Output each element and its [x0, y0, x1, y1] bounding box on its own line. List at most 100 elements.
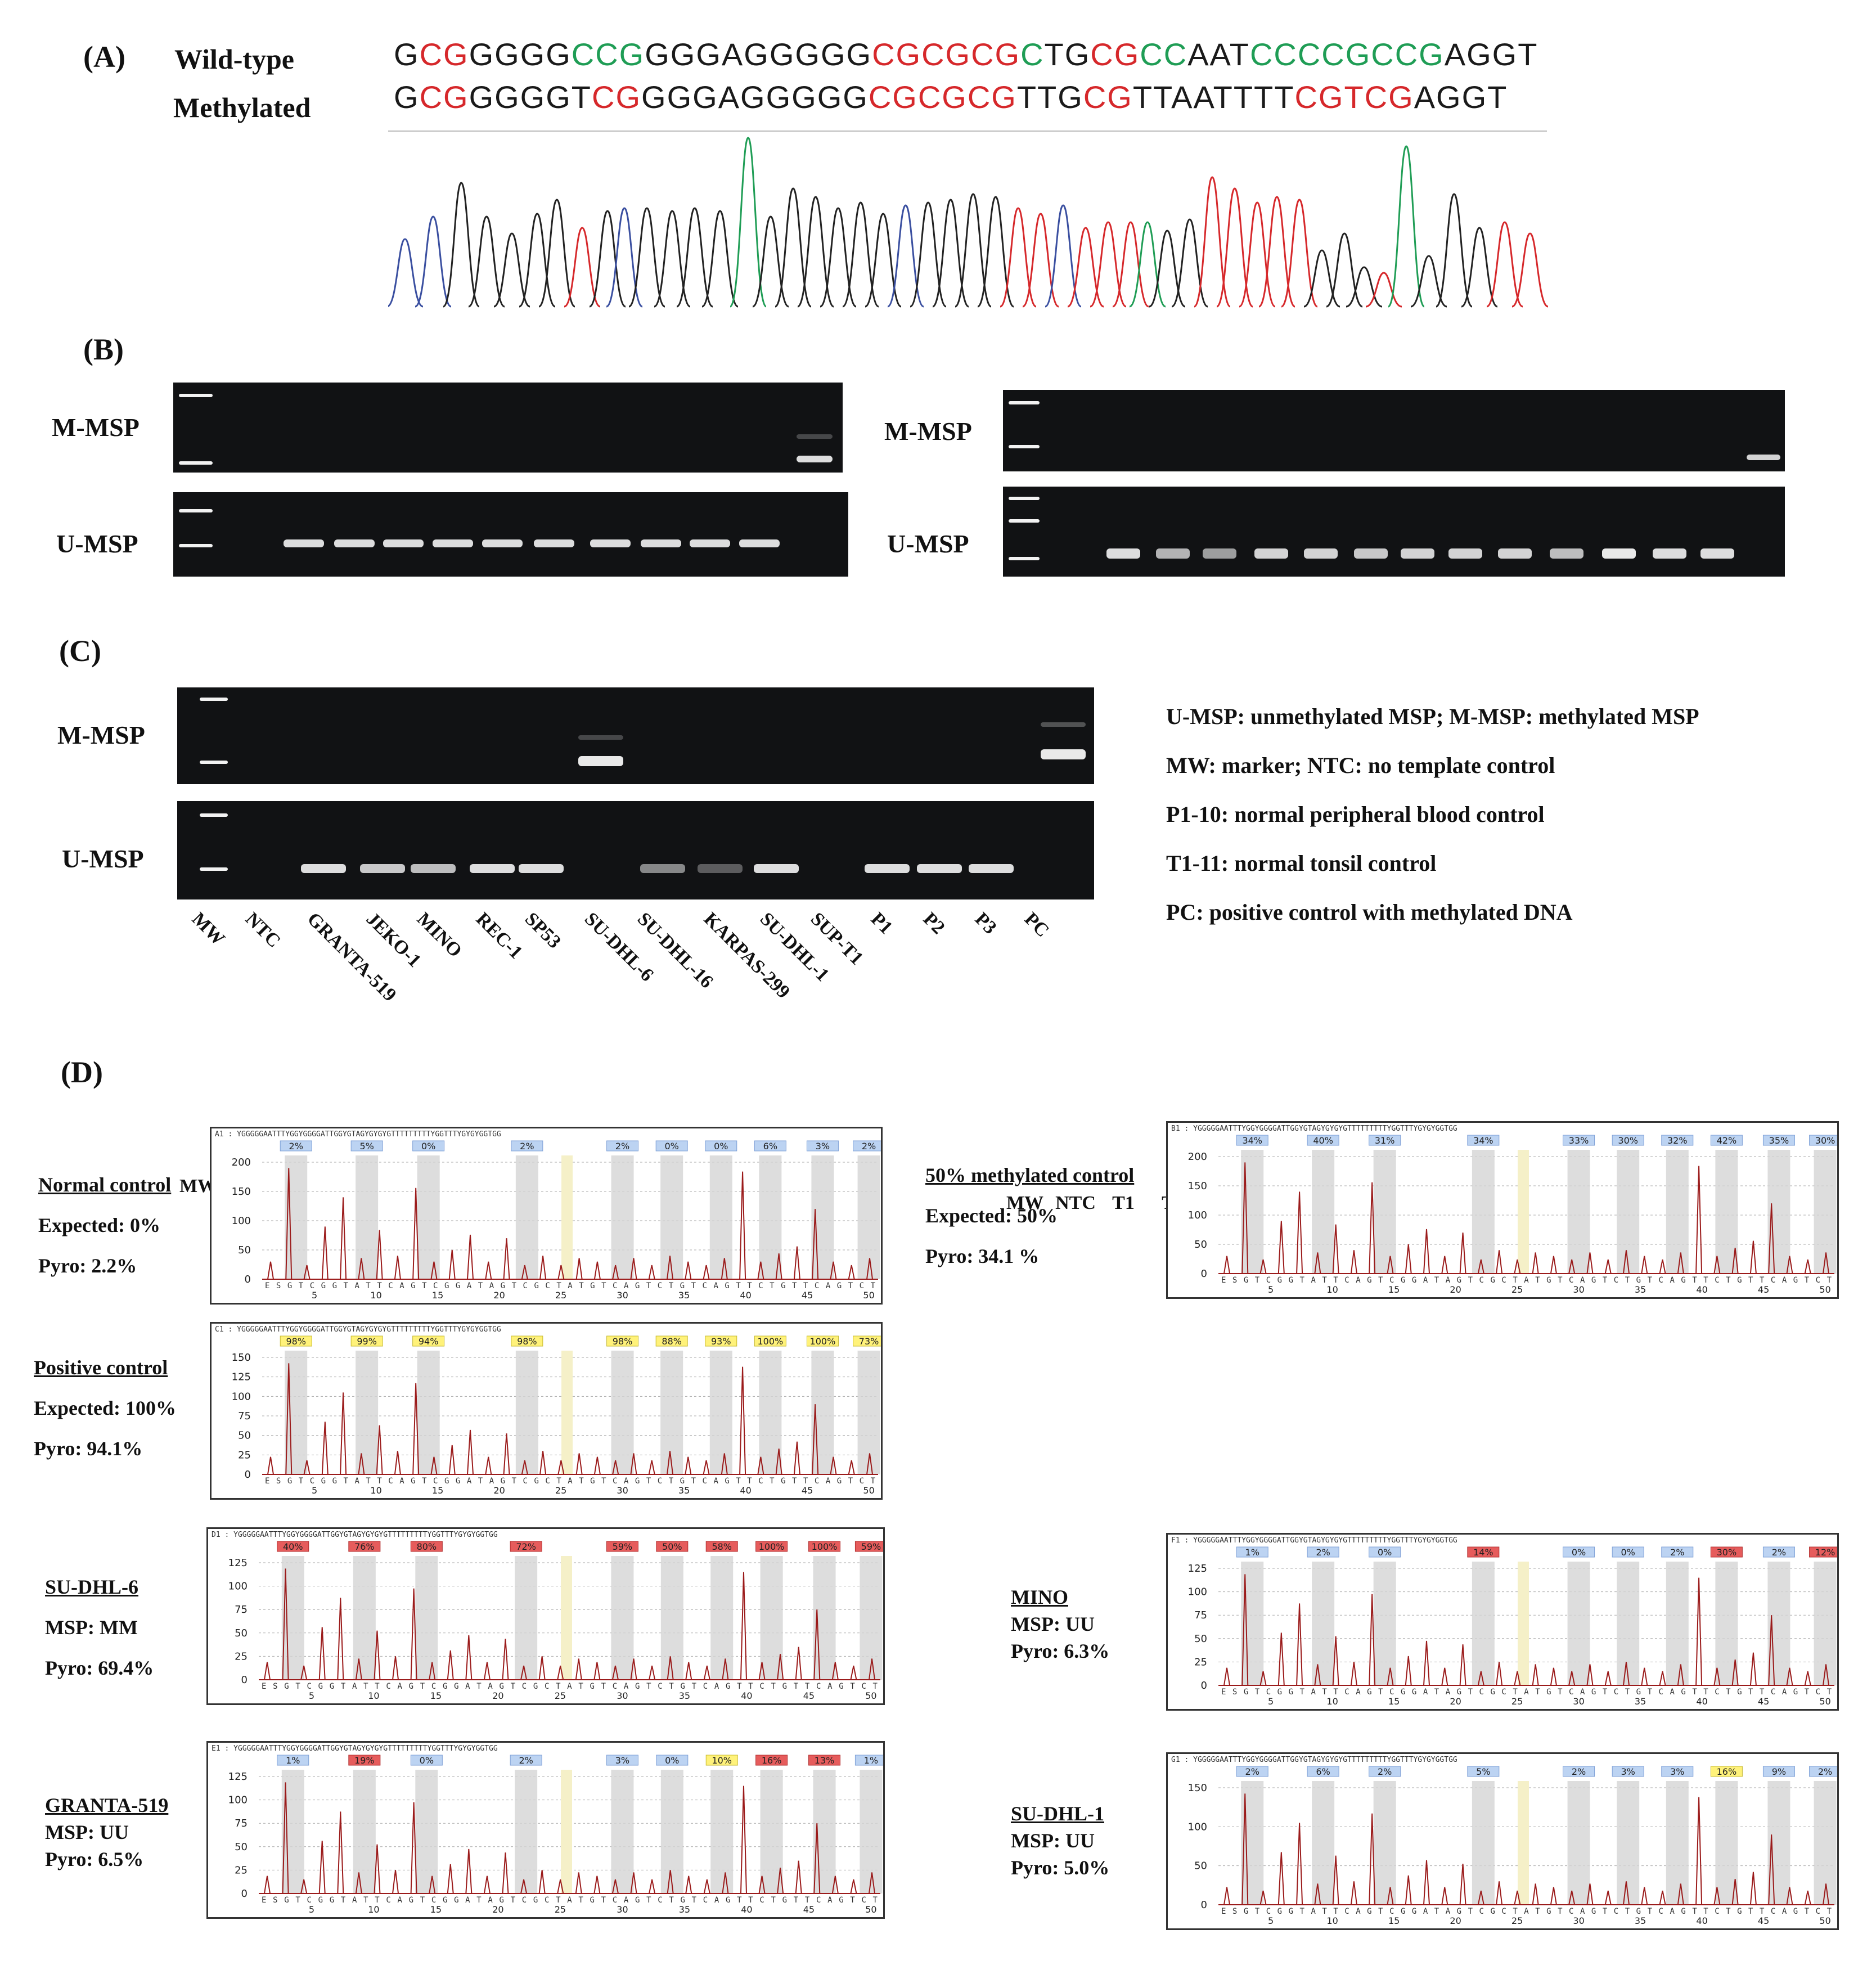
pct-label: 40%	[283, 1541, 303, 1552]
pyro-peak	[758, 1875, 766, 1894]
b-left-u-msp-label: U-MSP	[56, 529, 138, 558]
pyro-peak	[1296, 1191, 1303, 1274]
u-msp-band	[284, 539, 324, 547]
x-tick-label: 35	[1635, 1696, 1646, 1707]
pyro-peak	[1695, 1797, 1703, 1905]
pyro-peak	[1441, 1256, 1448, 1274]
pyro-peak	[1623, 1250, 1630, 1274]
pct-badge	[510, 1755, 542, 1766]
pct-label: 42%	[1717, 1135, 1737, 1146]
pyro-peak	[285, 1168, 293, 1280]
cpg-shade	[660, 1556, 683, 1680]
dispensation-order: ESGTCGGTATTCAGTCGGATAGTCGCTATGTCAGTCTGTC…	[1221, 1907, 1832, 1916]
pct-label: 94%	[419, 1336, 439, 1347]
pyro-peak	[1514, 1671, 1521, 1686]
pct-badge	[755, 1755, 788, 1766]
pyro-peak	[1823, 1883, 1829, 1905]
chromatogram-peak	[606, 207, 643, 308]
ladder-band	[179, 394, 213, 397]
cpg-shade	[415, 1556, 438, 1680]
pct-badge	[806, 1140, 839, 1152]
pct-badge	[277, 1755, 309, 1766]
wt-segment: GGGG	[469, 37, 572, 72]
pyro-peak	[1459, 1644, 1466, 1686]
pyrogram-info-G1: SU-DHL-1 MSP: UU Pyro: 5.0%	[1011, 1800, 1109, 1881]
pct-label: 5%	[359, 1141, 374, 1152]
dispensation-order: ESGTCGGTATTCAGTCGGATAGTCGCTATGTCAGTCTGTC…	[1221, 1688, 1832, 1697]
pyro-peak	[520, 1665, 528, 1680]
pyro-peak	[703, 1665, 710, 1680]
pct-label: 13%	[815, 1755, 835, 1766]
sample-title: SU-DHL-6	[45, 1576, 139, 1598]
lane-label: PC	[1020, 908, 1054, 942]
pct-label: 3%	[816, 1141, 830, 1152]
x-tick-label: 35	[1635, 1915, 1646, 1926]
bisulfite-control-shade	[1518, 1562, 1529, 1685]
pyro-peak	[539, 1451, 547, 1475]
pyro-peak	[593, 1456, 601, 1475]
chromatogram-peak	[1067, 227, 1104, 308]
pct-badge	[1762, 1766, 1795, 1777]
pyro-peak	[793, 1246, 800, 1280]
chromatogram-peak	[1281, 199, 1318, 308]
pct-badge	[348, 1755, 381, 1766]
u-msp-band	[754, 864, 799, 873]
chromatogram-peak	[775, 187, 812, 308]
x-tick-label: 5	[312, 1485, 317, 1496]
chromatogram-peak	[519, 213, 556, 308]
cpg-shade	[1567, 1781, 1590, 1905]
y-tick-label: 125	[232, 1371, 251, 1383]
pct-badge	[350, 1140, 383, 1152]
pyro-peak	[1604, 1671, 1612, 1686]
cpg-shade	[611, 1556, 634, 1680]
cpg-shade	[356, 1155, 379, 1279]
pyro-peak	[1641, 1887, 1648, 1905]
pyro-peak	[1350, 1662, 1357, 1686]
pct-label: 6%	[1316, 1766, 1330, 1777]
pct-badge	[1710, 1135, 1743, 1146]
pyro-peak	[575, 1658, 582, 1680]
wt-segment: GGGAGGGGG	[645, 37, 872, 72]
chromatogram-peak	[1129, 221, 1166, 308]
chromatogram-peak	[1000, 207, 1037, 308]
cpg-shade	[660, 1155, 683, 1279]
pct-label: 2%	[520, 1141, 534, 1152]
pyro-peak	[593, 1662, 601, 1680]
pyro-peak	[1550, 1887, 1557, 1905]
pyro-peak	[1786, 1887, 1793, 1905]
pyro-peak	[722, 1658, 729, 1680]
y-tick-label: 150	[1188, 1180, 1207, 1192]
pct-badge	[1563, 1546, 1595, 1558]
c-u-msp-label: U-MSP	[62, 844, 144, 873]
bisulfite-control-shade	[561, 1351, 573, 1474]
pct-label: 16%	[762, 1755, 782, 1766]
pyro-peak	[1477, 1671, 1484, 1686]
pct-badge	[808, 1541, 841, 1552]
pyro-peak	[374, 1630, 381, 1680]
pc-band-faint	[1041, 722, 1086, 727]
pct-label: 100%	[758, 1336, 784, 1347]
pct-label: 100%	[759, 1541, 785, 1552]
pyrogram-info-C1: Positive control Expected: 100% Pyro: 94.1…	[34, 1347, 176, 1469]
pct-label: 19%	[354, 1755, 375, 1766]
sample-title: Normal control	[38, 1173, 172, 1196]
pyro-peak	[866, 1258, 873, 1280]
pyro-peak	[1677, 1664, 1684, 1686]
pyro-peak	[667, 1256, 673, 1280]
y-tick-label: 75	[1194, 1609, 1207, 1621]
pyro-peak	[575, 1872, 582, 1894]
x-tick-label: 50	[1819, 1696, 1830, 1707]
chromatogram-peak	[887, 204, 924, 308]
u-msp-band	[519, 864, 564, 873]
pct-label: 6%	[763, 1141, 777, 1152]
chromatogram-peak	[1346, 266, 1383, 308]
x-tick-label: 20	[1450, 1284, 1461, 1295]
pyro-peak	[1514, 1259, 1521, 1274]
pyro-peak	[358, 1258, 365, 1280]
x-tick-label: 15	[432, 1290, 443, 1301]
u-msp-band	[470, 864, 515, 873]
cpg-shade	[353, 1770, 376, 1893]
x-tick-label: 45	[1758, 1915, 1769, 1926]
y-tick-label: 50	[238, 1430, 251, 1442]
pyro-peak	[703, 1265, 710, 1280]
